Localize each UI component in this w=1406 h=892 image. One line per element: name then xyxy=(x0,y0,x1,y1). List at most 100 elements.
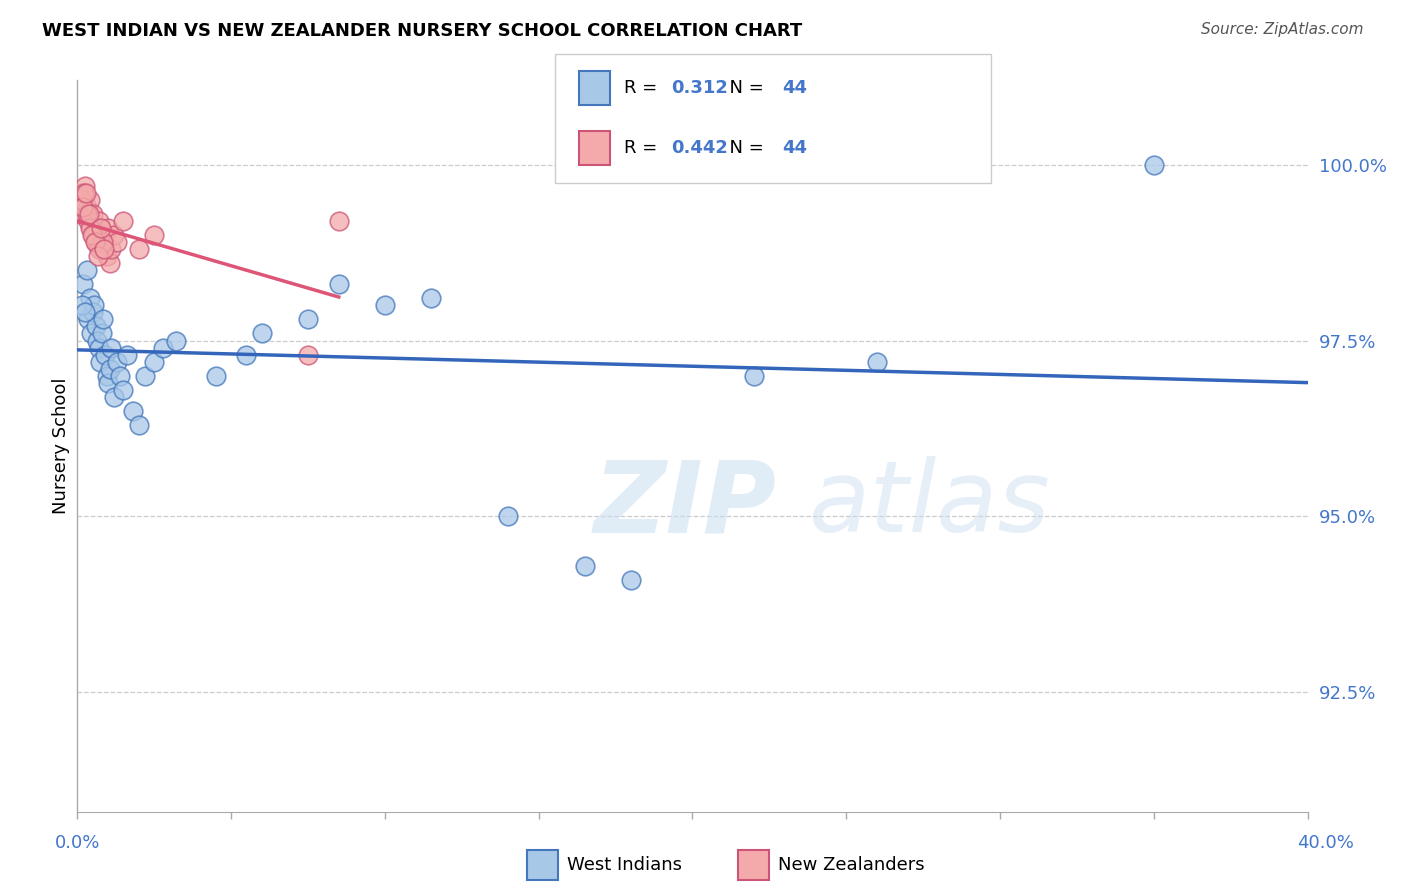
Point xyxy=(1143,158,1166,172)
Point xyxy=(84,235,107,249)
Point xyxy=(105,354,128,368)
Point xyxy=(75,186,97,200)
Text: 0.442: 0.442 xyxy=(671,139,727,157)
Point xyxy=(84,319,107,334)
Point xyxy=(165,334,187,348)
Point xyxy=(82,305,104,319)
Point xyxy=(96,368,118,383)
Point xyxy=(87,214,110,228)
Point xyxy=(82,207,104,221)
Point xyxy=(742,368,765,383)
Point xyxy=(83,298,105,312)
Text: 44: 44 xyxy=(782,139,807,157)
Point xyxy=(93,235,115,249)
Point xyxy=(128,242,150,256)
Point xyxy=(100,242,122,256)
Point xyxy=(80,326,103,341)
Point xyxy=(90,242,114,256)
Text: 40.0%: 40.0% xyxy=(1298,834,1354,852)
Point xyxy=(496,509,519,524)
Point xyxy=(84,235,107,249)
Y-axis label: Nursery School: Nursery School xyxy=(52,377,70,515)
Text: N =: N = xyxy=(718,139,770,157)
Point xyxy=(204,368,226,383)
Point xyxy=(82,227,104,242)
Point xyxy=(76,263,98,277)
Point xyxy=(70,193,93,207)
Point xyxy=(143,227,166,242)
Point xyxy=(77,207,100,221)
Text: 44: 44 xyxy=(782,79,807,97)
Point xyxy=(97,221,120,235)
Point xyxy=(94,348,117,362)
Point xyxy=(98,361,121,376)
Point xyxy=(73,178,96,193)
Point xyxy=(574,558,596,573)
Point xyxy=(115,348,138,362)
Point xyxy=(70,298,93,312)
Point xyxy=(77,214,100,228)
Point xyxy=(72,277,94,292)
Point xyxy=(83,227,105,242)
Point xyxy=(235,348,257,362)
Point xyxy=(297,312,319,326)
Point xyxy=(70,186,93,200)
Point xyxy=(91,235,114,249)
Point xyxy=(87,341,110,355)
Point xyxy=(80,221,103,235)
Text: R =: R = xyxy=(624,79,664,97)
Point xyxy=(96,249,118,263)
Point xyxy=(69,207,91,221)
Point xyxy=(93,242,115,256)
Point xyxy=(72,193,94,207)
Text: ZIP: ZIP xyxy=(595,456,778,553)
Point xyxy=(103,227,125,242)
Point xyxy=(76,200,98,214)
Text: atlas: atlas xyxy=(810,456,1050,553)
Point xyxy=(134,368,156,383)
Point xyxy=(98,256,121,270)
Point xyxy=(121,404,143,418)
Point xyxy=(420,291,443,305)
Text: Source: ZipAtlas.com: Source: ZipAtlas.com xyxy=(1201,22,1364,37)
Point xyxy=(94,227,117,242)
Point xyxy=(297,348,319,362)
Point xyxy=(250,326,273,341)
Point xyxy=(86,221,108,235)
Point xyxy=(100,341,122,355)
Point xyxy=(103,390,125,404)
Point xyxy=(112,214,135,228)
Point xyxy=(79,291,101,305)
Text: West Indians: West Indians xyxy=(567,856,682,874)
Point xyxy=(72,200,94,214)
Point xyxy=(82,227,104,242)
Point xyxy=(152,341,174,355)
Point xyxy=(143,354,166,368)
Point xyxy=(87,249,110,263)
Point xyxy=(90,221,112,235)
Text: WEST INDIAN VS NEW ZEALANDER NURSERY SCHOOL CORRELATION CHART: WEST INDIAN VS NEW ZEALANDER NURSERY SCH… xyxy=(42,22,803,40)
Point xyxy=(328,214,350,228)
Point xyxy=(866,354,889,368)
Point xyxy=(112,383,135,397)
Point xyxy=(79,221,101,235)
Point xyxy=(73,186,96,200)
Point xyxy=(620,573,643,587)
Point xyxy=(77,312,100,326)
Text: N =: N = xyxy=(718,79,770,97)
Point xyxy=(89,227,111,242)
Point xyxy=(128,417,150,432)
Point xyxy=(90,326,114,341)
Point xyxy=(73,305,96,319)
Point xyxy=(86,235,108,249)
Text: New Zealanders: New Zealanders xyxy=(778,856,924,874)
Point xyxy=(79,193,101,207)
Text: 0.0%: 0.0% xyxy=(55,834,100,852)
Point xyxy=(105,235,128,249)
Point xyxy=(76,207,98,221)
Point xyxy=(86,334,108,348)
Text: R =: R = xyxy=(624,139,664,157)
Point xyxy=(110,368,132,383)
Point xyxy=(89,242,111,256)
Point xyxy=(93,312,115,326)
